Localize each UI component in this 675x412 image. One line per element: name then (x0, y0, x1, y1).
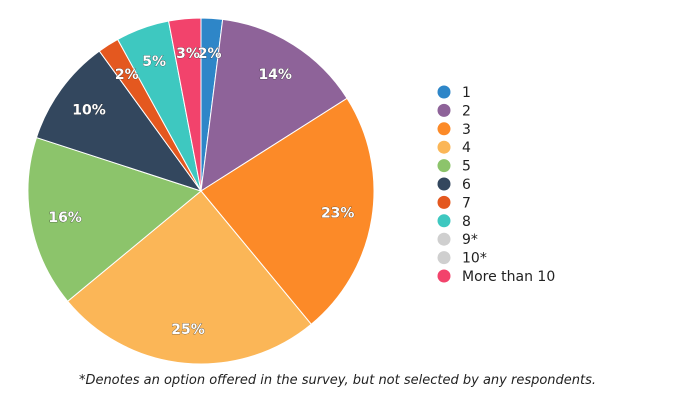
legend-label-11: More than 10 (462, 269, 555, 285)
legend-label-10: 10* (462, 251, 487, 267)
legend-marker-5 (437, 159, 451, 173)
legend-marker-2 (437, 103, 451, 117)
legend-marker-6 (437, 177, 451, 191)
legend-label-9: 9* (462, 232, 478, 248)
pie-slice-2 (200, 18, 348, 192)
legend-label-4: 4 (462, 140, 471, 156)
slice-label-3: 23% (321, 206, 355, 222)
legend-marker-7 (437, 195, 451, 209)
legend-marker-4 (437, 140, 451, 154)
legend-marker-1 (437, 85, 451, 99)
legend-marker-8 (437, 214, 451, 228)
legend-label-8: 8 (462, 214, 471, 230)
slice-label-7: 2% (115, 67, 139, 83)
legend-label-3: 3 (462, 122, 471, 138)
pie-slice-11 (167, 17, 202, 192)
legend-label-7: 7 (462, 195, 471, 211)
slice-label-1: 2% (198, 46, 222, 62)
pie-slice-6 (35, 50, 203, 192)
pie-slice-4 (66, 190, 312, 365)
legend: 1 2 3 4 5 6 7 8 9* 10* More than 10 (437, 85, 555, 285)
pie-slice-5 (27, 136, 203, 302)
legend-marker-10 (437, 251, 451, 265)
pie-slice-3 (200, 97, 375, 326)
slice-labels: 2%14%23%25%16%10%2%5% 3% (48, 46, 355, 338)
slice-label-5: 16% (48, 210, 82, 226)
slice-label-11: 3% (176, 46, 200, 62)
legend-label-1: 1 (462, 85, 471, 101)
footnote: *Denotes an option offered in the survey… (78, 373, 597, 388)
slice-label-8: 5% (142, 54, 166, 70)
slice-label-2: 14% (258, 67, 292, 83)
legend-marker-3 (437, 122, 451, 136)
pie-slices (27, 17, 375, 365)
legend-label-6: 6 (462, 177, 471, 193)
legend-marker-11 (437, 269, 451, 283)
slice-label-6: 10% (72, 103, 106, 119)
slice-label-4: 25% (171, 322, 205, 338)
legend-label-5: 5 (462, 159, 471, 175)
legend-label-2: 2 (462, 103, 471, 119)
legend-marker-9 (437, 232, 451, 246)
